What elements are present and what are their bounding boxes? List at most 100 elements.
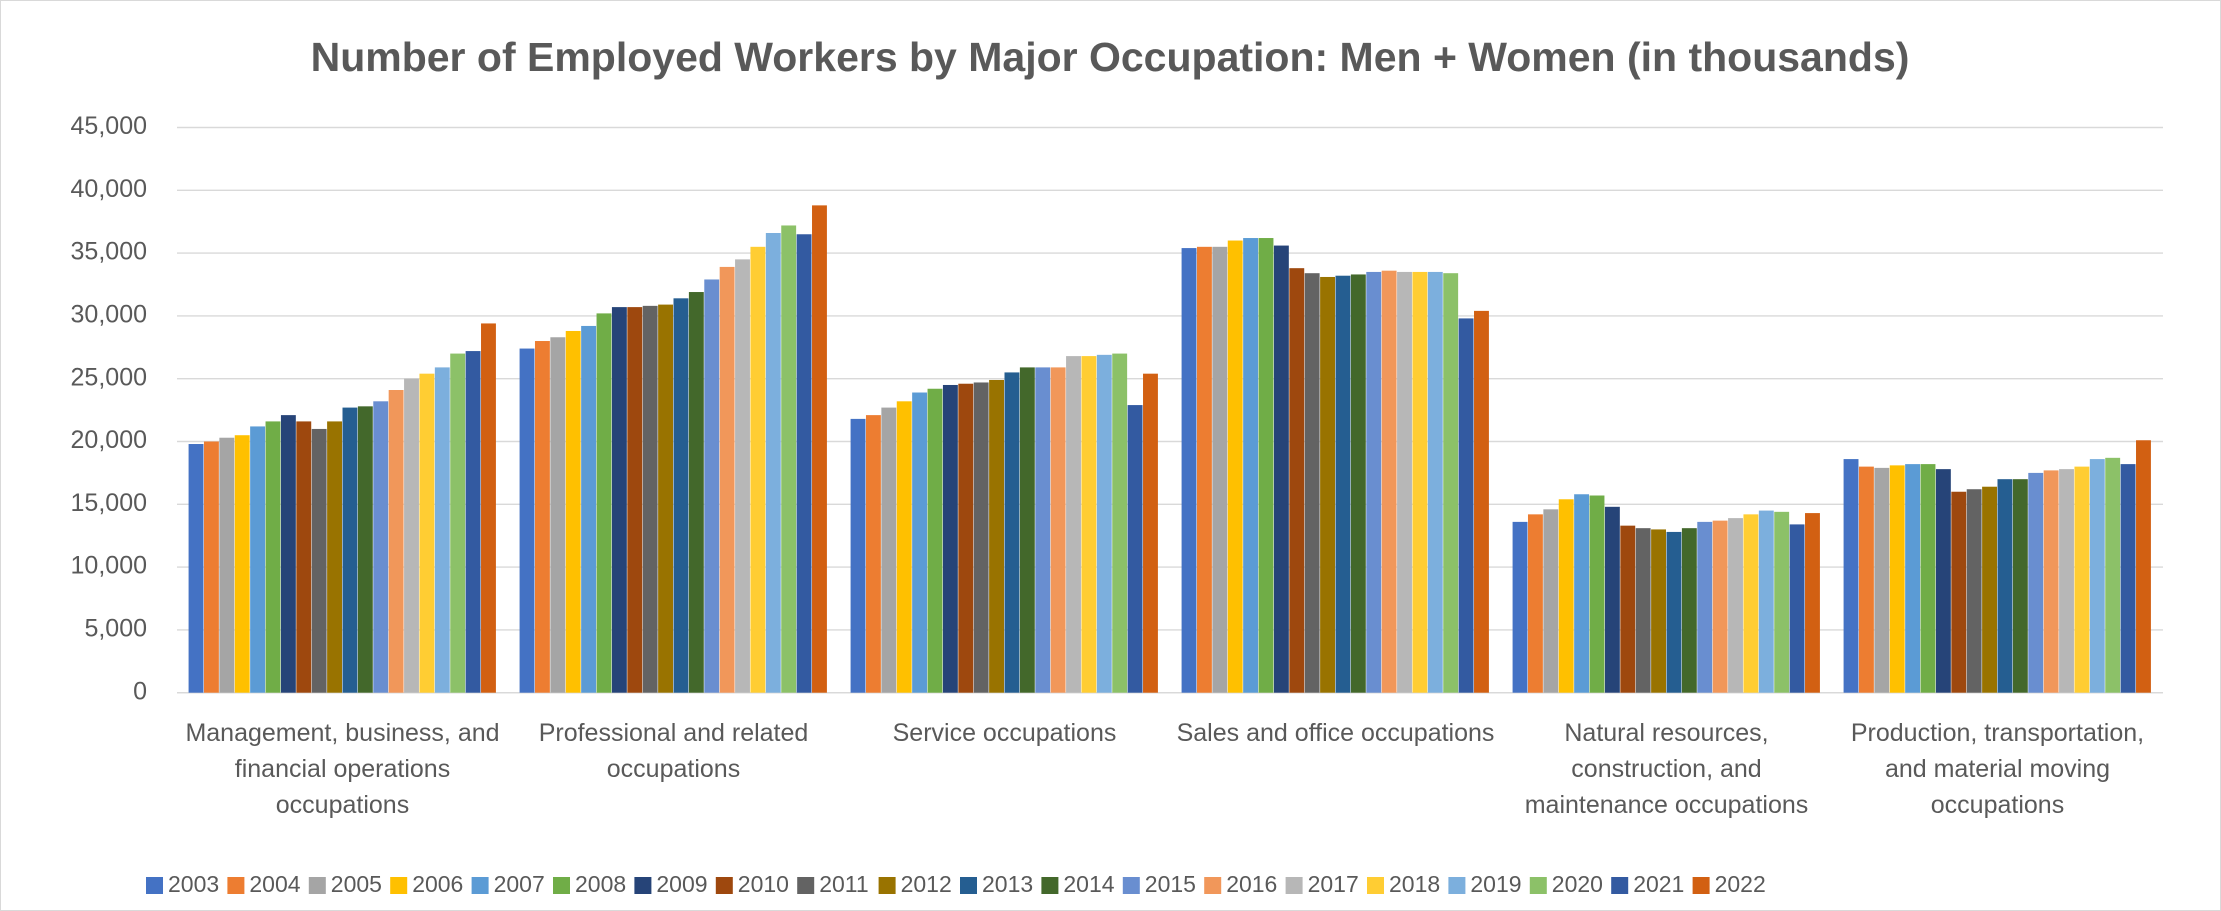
bar: [719, 266, 735, 693]
bar: [481, 323, 496, 693]
bar: [1697, 521, 1713, 693]
bar: [1743, 514, 1759, 693]
bar: [896, 401, 912, 693]
legend-swatch: [715, 877, 733, 894]
bar: [1997, 479, 2013, 693]
bar: [1081, 356, 1097, 693]
legend-label: 2012: [901, 871, 952, 897]
legend-label: 2015: [1145, 871, 1196, 897]
y-tick-label: 5,000: [84, 615, 147, 643]
bar: [1789, 524, 1805, 693]
bar: [373, 401, 389, 693]
y-tick-label: 10,000: [71, 552, 147, 580]
y-tick-label: 25,000: [71, 363, 147, 391]
bar: [550, 337, 566, 693]
legend-swatch: [797, 877, 815, 894]
legend-swatch: [390, 877, 408, 894]
legend-label: 2006: [412, 871, 463, 897]
bar: [1527, 514, 1543, 693]
bar: [1443, 273, 1459, 693]
bar: [658, 304, 673, 693]
bar: [1635, 528, 1651, 693]
bar: [465, 351, 481, 693]
legend-swatch: [1122, 877, 1140, 894]
bar: [434, 367, 450, 693]
x-tick-label: Sales and office occupations: [1176, 718, 1495, 747]
bar: [1181, 248, 1197, 693]
bar: [1712, 520, 1728, 693]
bar: [2105, 457, 2121, 693]
bar: [1758, 510, 1774, 693]
bar: [1651, 529, 1666, 693]
bar: [1543, 509, 1559, 693]
bar: [865, 415, 881, 693]
bar: [188, 444, 204, 693]
legend-swatch: [308, 877, 326, 894]
bar: [296, 421, 312, 693]
bar: [1589, 495, 1605, 693]
legend-swatch: [634, 877, 652, 894]
bar: [2074, 466, 2090, 693]
bar: [2012, 479, 2028, 693]
bar: [2089, 459, 2105, 693]
bar: [1935, 469, 1951, 693]
legend-label: 2011: [819, 871, 868, 897]
legend-label: 2014: [1063, 871, 1114, 897]
legend-label: 2019: [1470, 871, 1521, 897]
bar: [642, 305, 658, 693]
bar: [765, 233, 781, 693]
bar: [1112, 353, 1128, 693]
bar: [704, 279, 720, 693]
bar: [1874, 467, 1890, 693]
legend-swatch: [1367, 877, 1384, 894]
legend-label: 2007: [494, 871, 545, 897]
legend-swatch: [1692, 877, 1710, 894]
bar: [581, 325, 597, 693]
y-tick-label: 15,000: [71, 489, 147, 517]
bar: [1397, 271, 1412, 693]
legend-swatch: [471, 877, 489, 894]
bar: [673, 298, 689, 693]
bar: [912, 392, 928, 693]
bar: [565, 330, 581, 693]
bar: [1304, 273, 1320, 693]
bar: [627, 307, 643, 693]
bar: [1620, 525, 1636, 693]
bar: [265, 421, 281, 693]
legend-label: 2021: [1633, 871, 1684, 897]
bar: [327, 421, 342, 693]
legend-label: 2013: [982, 871, 1033, 897]
bar: [1019, 367, 1035, 693]
bar: [927, 388, 943, 693]
bar: [1258, 238, 1274, 693]
legend-swatch: [146, 877, 163, 894]
legend-swatch: [1529, 877, 1547, 894]
bar: [311, 428, 327, 693]
bar: [611, 307, 627, 693]
y-tick-label: 0: [133, 677, 147, 705]
legend-swatch: [1204, 877, 1222, 894]
legend-swatch: [553, 877, 570, 894]
x-tick-label: Professional and related occupations: [538, 718, 809, 783]
x-tick-label: Production, transportation, and material…: [1850, 718, 2145, 819]
bar: [1227, 240, 1243, 693]
legend-label: 2018: [1389, 871, 1440, 897]
bar: [342, 407, 358, 693]
bar: [1289, 268, 1305, 693]
bar: [1574, 494, 1590, 693]
chart-title: Number of Employed Workers by Major Occu…: [311, 34, 1910, 80]
bar: [1805, 513, 1820, 693]
legend-label: 2008: [575, 871, 626, 897]
bar: [1350, 274, 1366, 693]
bar: [1004, 372, 1020, 693]
bar: [781, 225, 797, 693]
bar: [1427, 271, 1443, 693]
bar: [989, 379, 1004, 693]
bar: [419, 373, 435, 693]
y-tick-label: 35,000: [71, 238, 147, 266]
bar: [534, 341, 550, 693]
bar: [973, 382, 989, 693]
bar: [250, 426, 266, 693]
